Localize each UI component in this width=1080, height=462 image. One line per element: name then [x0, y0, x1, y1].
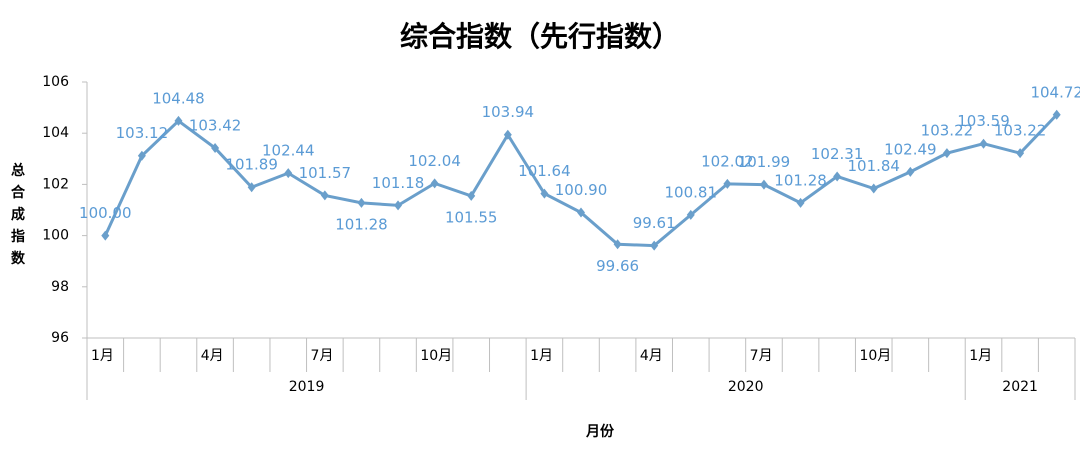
data-label: 102.44 — [262, 142, 315, 160]
point-marker — [833, 171, 842, 182]
data-label: 103.22 — [921, 122, 974, 140]
point-marker — [174, 115, 183, 126]
x-tick-label: 1月 — [969, 348, 992, 364]
group-label: 2020 — [728, 379, 764, 395]
y-tick-label: 96 — [51, 330, 69, 346]
data-label: 99.66 — [596, 257, 639, 275]
data-label: 101.28 — [774, 171, 827, 189]
point-marker — [467, 190, 476, 201]
data-label: 102.02 — [701, 152, 754, 170]
point-marker — [101, 230, 110, 241]
point-marker — [759, 179, 768, 190]
data-label: 103.22 — [994, 122, 1047, 140]
y-tick-label: 104 — [42, 125, 69, 141]
data-label: 103.42 — [189, 117, 242, 135]
data-label: 101.28 — [335, 215, 388, 233]
point-marker — [796, 197, 805, 208]
data-label: 104.48 — [152, 89, 205, 107]
point-marker — [1052, 109, 1061, 120]
point-marker — [503, 129, 512, 140]
point-marker — [942, 148, 951, 159]
x-axis-title: 月份 — [585, 423, 615, 440]
data-label: 102.31 — [811, 145, 864, 163]
y-tick-label: 106 — [42, 74, 69, 90]
data-label: 101.55 — [445, 208, 498, 226]
y-tick-label: 102 — [42, 176, 69, 192]
x-tick-label: 7月 — [311, 348, 334, 364]
point-marker — [137, 150, 146, 161]
point-marker — [650, 240, 659, 251]
data-label: 100.00 — [79, 204, 132, 222]
group-label: 2021 — [1002, 379, 1038, 395]
data-label: 99.61 — [633, 214, 676, 232]
point-marker — [284, 168, 293, 179]
data-label: 102.04 — [408, 152, 461, 170]
point-marker — [430, 178, 439, 189]
x-tick-label: 4月 — [201, 348, 224, 364]
y-axis-title: 总合成指数 — [11, 162, 26, 267]
data-label: 102.49 — [884, 140, 937, 158]
data-label: 103.94 — [482, 103, 535, 121]
point-marker — [394, 200, 403, 211]
x-tick-label: 10月 — [859, 348, 891, 364]
data-label: 101.18 — [372, 174, 425, 192]
point-marker — [979, 138, 988, 149]
point-marker — [906, 166, 915, 177]
data-label: 100.81 — [665, 183, 718, 201]
point-marker — [577, 207, 585, 218]
point-marker — [723, 178, 732, 189]
point-marker — [540, 188, 549, 199]
x-tick-label: 7月 — [750, 348, 773, 364]
x-tick-label: 10月 — [420, 348, 452, 364]
data-label: 101.99 — [738, 153, 791, 171]
x-tick-label: 4月 — [640, 348, 663, 364]
x-tick-label: 1月 — [530, 348, 553, 364]
data-label: 100.90 — [555, 181, 608, 199]
point-marker — [247, 182, 256, 193]
point-marker — [211, 143, 220, 154]
data-label: 101.57 — [299, 164, 352, 182]
point-marker — [357, 197, 366, 208]
y-tick-label: 100 — [42, 228, 69, 244]
data-label: 101.84 — [847, 157, 900, 175]
point-marker — [869, 183, 878, 194]
group-label: 2019 — [289, 379, 325, 395]
chart-title: 综合指数（先行指数） — [400, 20, 680, 53]
data-label: 103.59 — [957, 112, 1010, 130]
data-label: 101.89 — [225, 156, 278, 174]
x-tick-label: 1月 — [91, 348, 114, 364]
point-marker — [320, 190, 329, 201]
data-label: 104.72 — [1030, 83, 1080, 101]
point-marker — [686, 209, 695, 220]
point-marker — [613, 239, 622, 250]
data-label: 103.12 — [116, 124, 169, 142]
point-marker — [1016, 148, 1025, 159]
data-label: 101.64 — [518, 162, 571, 180]
y-tick-label: 98 — [51, 279, 69, 295]
